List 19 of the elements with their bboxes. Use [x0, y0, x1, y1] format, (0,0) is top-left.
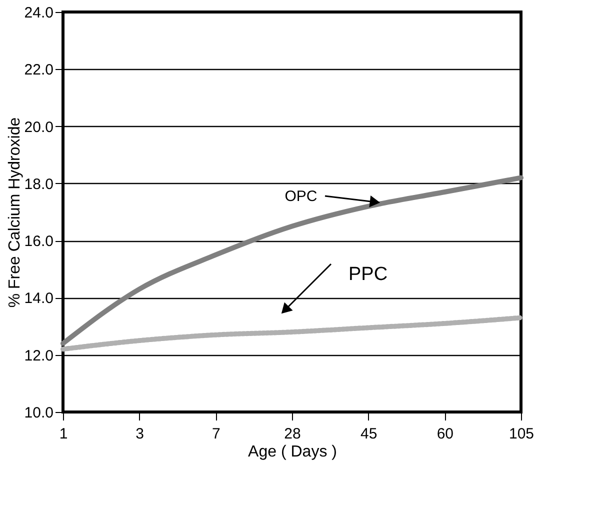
- x-tick-label: 105: [508, 426, 534, 442]
- text: PPC: [348, 264, 388, 285]
- y-tick-label: 18.0: [24, 176, 54, 193]
- x-axis-title: Age ( Days ): [248, 444, 337, 460]
- y-tick-label: 24.0: [24, 4, 54, 22]
- y-tick-label: 10.0: [24, 404, 54, 422]
- x-tick-label: 45: [360, 426, 378, 442]
- x-tick-label: 60: [436, 426, 454, 442]
- y-tick-label: 14.0: [24, 290, 54, 308]
- y-tick-label: 20.0: [24, 118, 54, 136]
- x-tick-label: 28: [284, 426, 301, 442]
- series-label: OPC: [284, 188, 318, 205]
- x-tick-label: 1: [59, 426, 68, 442]
- y-tick-label: 12.0: [24, 347, 54, 364]
- x-tick-label: 7: [212, 426, 220, 442]
- y-tick-label: 22.0: [24, 62, 54, 79]
- x-tick-label: 3: [136, 426, 144, 442]
- y-axis-title: % Free Calcium Hydroxide: [6, 117, 24, 308]
- y-tick-label: 16.0: [24, 233, 54, 250]
